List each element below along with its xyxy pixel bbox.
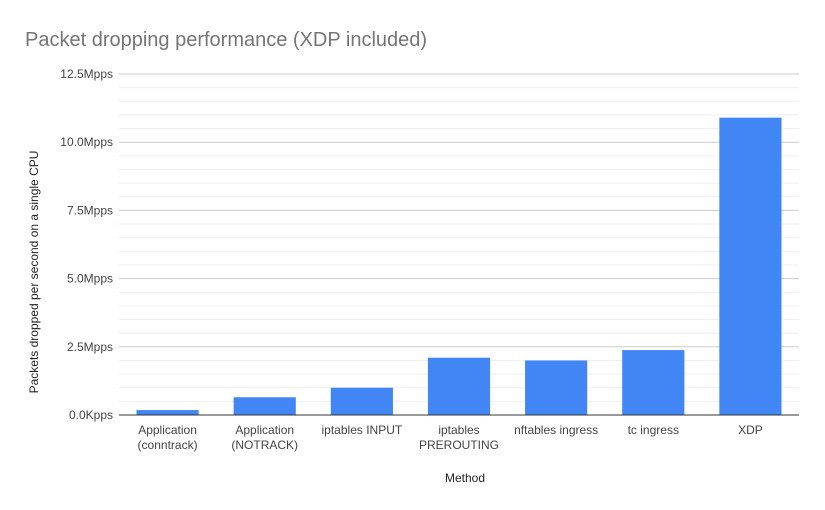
x-tick-label: iptables INPUT	[322, 423, 403, 437]
bar	[330, 387, 393, 415]
bar	[136, 410, 199, 415]
major-gridlines	[119, 73, 799, 348]
y-tick-label: 0.0Kpps	[69, 408, 113, 422]
x-tick-label: nftables ingress	[514, 423, 598, 437]
y-tick-label: 2.5Mpps	[67, 340, 113, 354]
y-tick-label: 7.5Mpps	[67, 203, 113, 217]
x-tick-label: Application (conntrack)	[138, 423, 198, 452]
bar	[719, 117, 782, 415]
y-tick-label: 10.0Mpps	[60, 135, 113, 149]
bar	[233, 397, 296, 415]
bar	[427, 357, 491, 415]
y-tick-label: 5.0Mpps	[67, 272, 113, 286]
y-axis-label: Packets dropped per second on a single C…	[27, 151, 41, 394]
bars	[136, 117, 782, 415]
bar	[622, 350, 685, 415]
y-tick-label: 12.5Mpps	[60, 67, 113, 81]
x-axis-label: Method	[445, 471, 485, 485]
chart-title: Packet dropping performance (XDP include…	[25, 29, 427, 51]
bar	[525, 360, 588, 415]
minor-gridlines	[119, 87, 799, 402]
x-tick-label: Application (NOTRACK)	[231, 423, 298, 452]
x-axis-ticks: Application (conntrack) Application (NOTRAC…	[138, 423, 763, 452]
x-tick-label: iptables PREROUTING	[419, 423, 499, 452]
x-tick-label: XDP	[738, 423, 763, 437]
y-axis-ticks: 0.0Kpps 2.5Mpps 5.0Mpps 7.5Mpps 10.0Mpps 12.5…	[60, 67, 113, 422]
x-tick-label: tc ingress	[628, 423, 679, 437]
